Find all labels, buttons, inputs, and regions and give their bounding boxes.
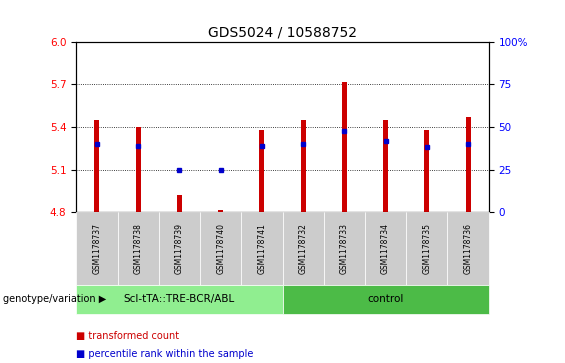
Bar <box>383 120 388 212</box>
Bar <box>136 127 141 212</box>
Text: control: control <box>367 294 404 305</box>
Bar <box>218 209 223 212</box>
Text: GSM1178736: GSM1178736 <box>464 223 472 274</box>
Text: GSM1178735: GSM1178735 <box>423 223 431 274</box>
Bar <box>177 195 182 212</box>
Title: GDS5024 / 10588752: GDS5024 / 10588752 <box>208 25 357 39</box>
Text: GSM1178732: GSM1178732 <box>299 223 307 274</box>
Text: genotype/variation ▶: genotype/variation ▶ <box>3 294 106 305</box>
Text: ■ transformed count: ■ transformed count <box>76 331 180 341</box>
Bar <box>424 130 429 212</box>
Bar <box>301 120 306 212</box>
Text: GSM1178733: GSM1178733 <box>340 223 349 274</box>
Bar <box>94 120 99 212</box>
Text: GSM1178734: GSM1178734 <box>381 223 390 274</box>
Text: GSM1178739: GSM1178739 <box>175 223 184 274</box>
Text: GSM1178738: GSM1178738 <box>134 223 142 274</box>
Bar <box>466 117 471 212</box>
Text: GSM1178737: GSM1178737 <box>93 223 101 274</box>
Bar <box>259 130 264 212</box>
Bar <box>342 82 347 212</box>
Text: GSM1178741: GSM1178741 <box>258 223 266 274</box>
Text: Scl-tTA::TRE-BCR/ABL: Scl-tTA::TRE-BCR/ABL <box>124 294 235 305</box>
Text: ■ percentile rank within the sample: ■ percentile rank within the sample <box>76 349 254 359</box>
Text: GSM1178740: GSM1178740 <box>216 223 225 274</box>
